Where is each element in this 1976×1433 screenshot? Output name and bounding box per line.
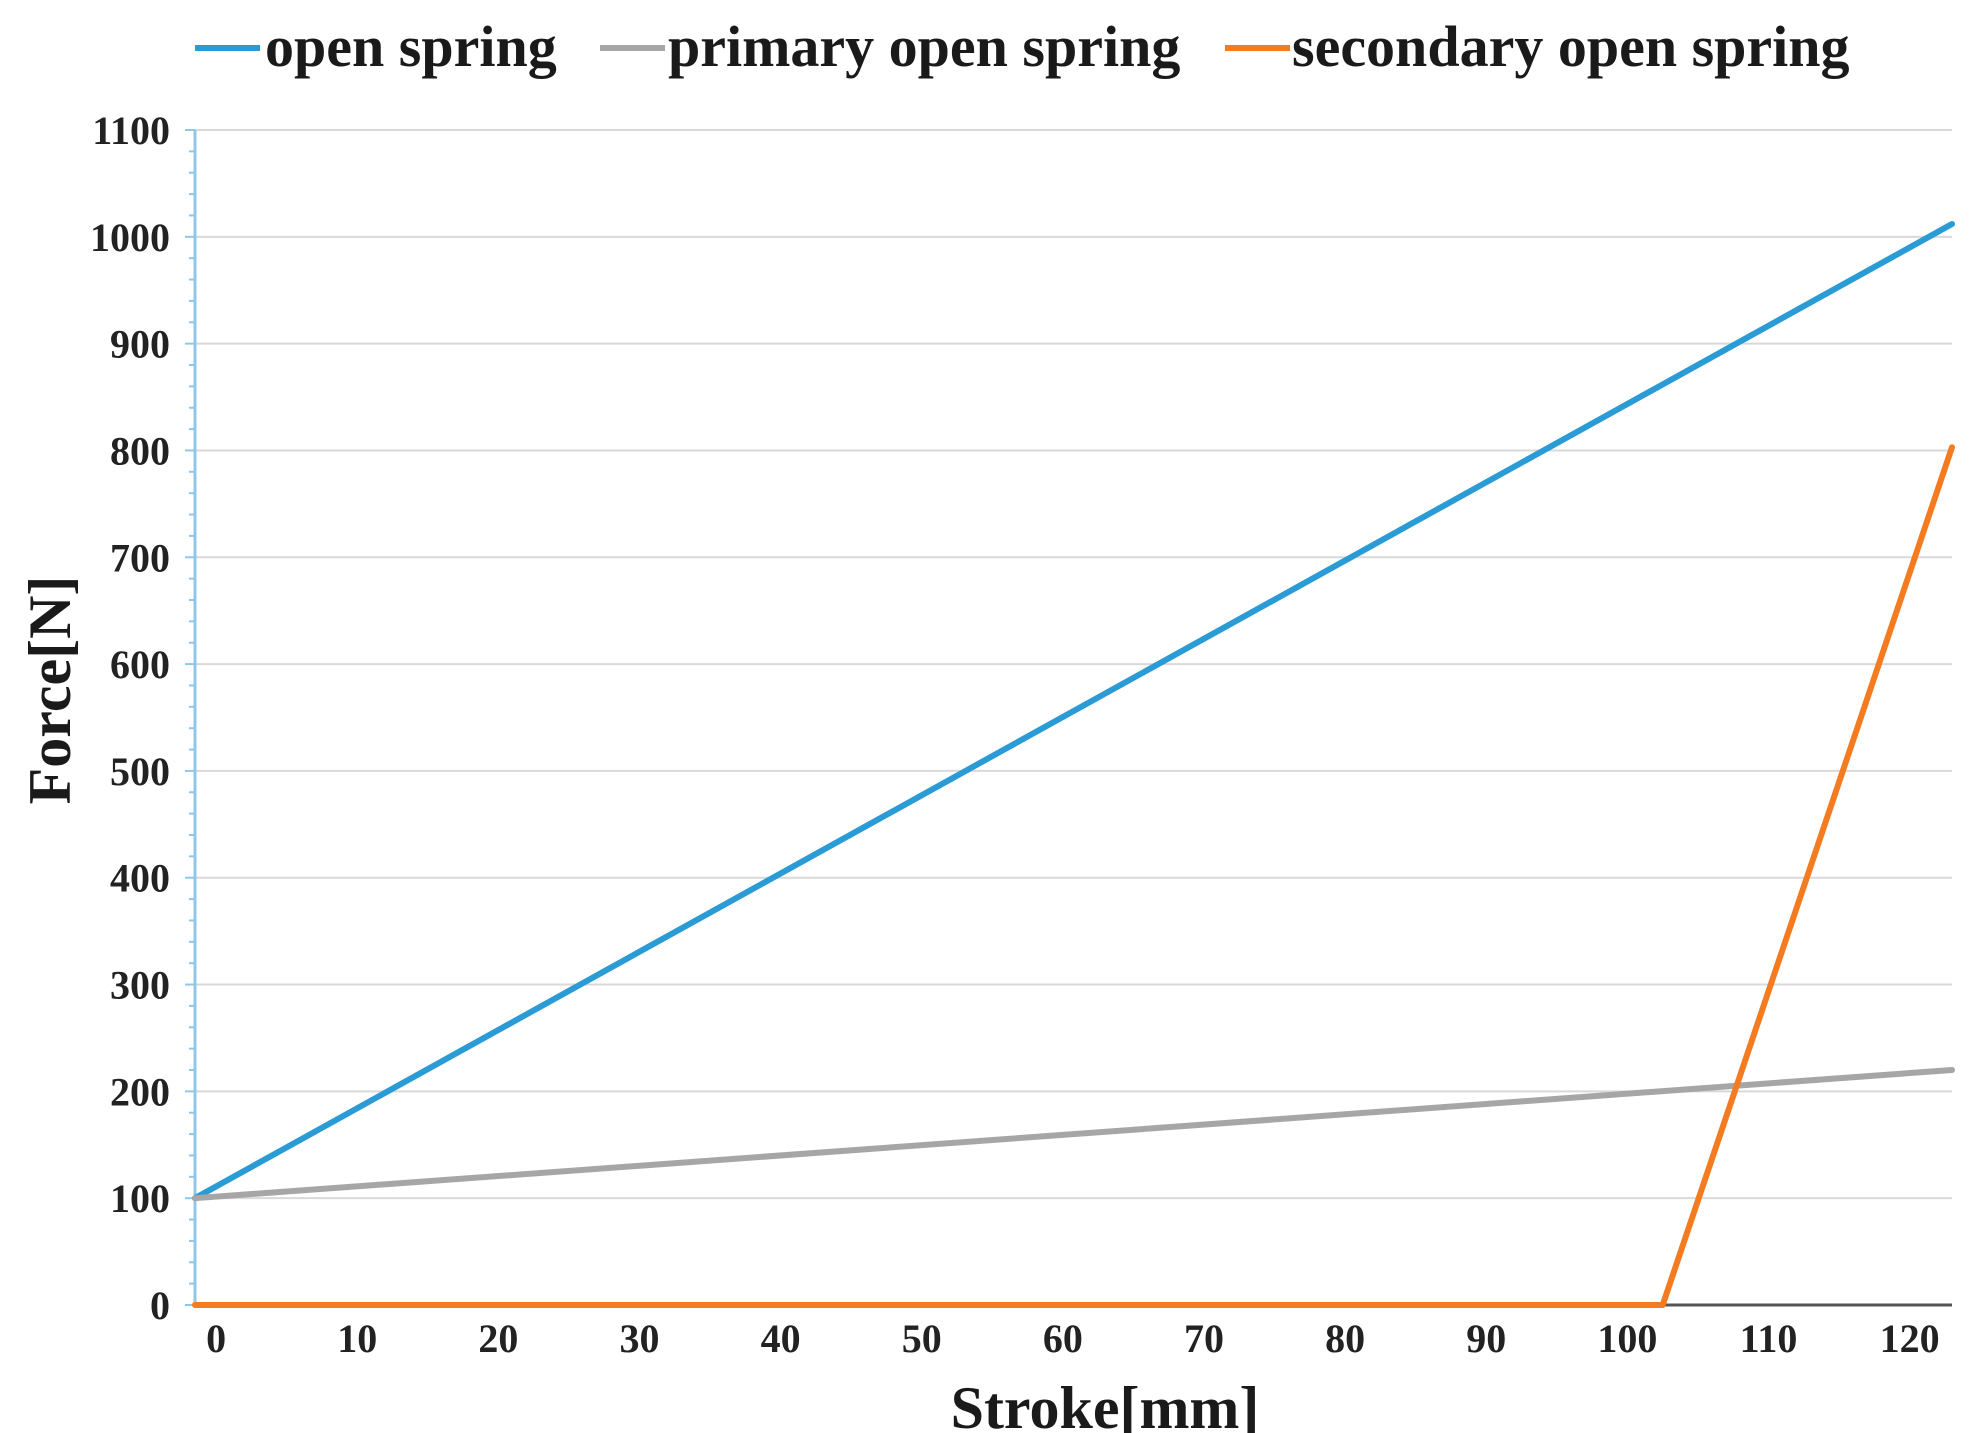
y-tick-label: 100 bbox=[110, 1176, 170, 1221]
series-line bbox=[192, 221, 1955, 1202]
x-tick-label: 80 bbox=[1325, 1316, 1365, 1361]
x-tick-label: 50 bbox=[902, 1316, 942, 1361]
y-tick-label: 600 bbox=[110, 642, 170, 687]
x-tick-label: 100 bbox=[1597, 1316, 1657, 1361]
x-tick-label: 40 bbox=[761, 1316, 801, 1361]
y-tick-label: 200 bbox=[110, 1069, 170, 1114]
x-tick-label: 110 bbox=[1740, 1316, 1798, 1361]
x-tick-label: 120 bbox=[1880, 1316, 1940, 1361]
x-axis-ticks: 0 10 20 30 40 50 60 70 80 90 100 110 120 bbox=[206, 1316, 1939, 1361]
series-lines bbox=[192, 221, 1955, 1308]
x-tick-label: 20 bbox=[478, 1316, 518, 1361]
axes bbox=[185, 129, 1952, 1307]
y-tick-label: 400 bbox=[110, 856, 170, 901]
y-tick-label: 0 bbox=[150, 1283, 170, 1328]
y-tick-label: 1000 bbox=[90, 215, 170, 260]
x-tick-label: 0 bbox=[206, 1316, 226, 1361]
legend: open spring primary open spring secondary … bbox=[195, 14, 1850, 79]
x-tick-label: 30 bbox=[620, 1316, 660, 1361]
series-line bbox=[192, 444, 1955, 1308]
legend-label: open spring bbox=[265, 14, 557, 79]
y-tick-label: 700 bbox=[110, 535, 170, 580]
legend-label: secondary open spring bbox=[1292, 14, 1850, 79]
y-tick-label: 300 bbox=[110, 963, 170, 1008]
series-line bbox=[192, 1067, 1955, 1202]
x-tick-label: 90 bbox=[1466, 1316, 1506, 1361]
y-axis-ticks: 0 100 200 300 400 500 600 700 800 900 1000 1100 bbox=[90, 108, 170, 1328]
x-tick-label: 60 bbox=[1043, 1316, 1083, 1361]
y-tick-label: 1100 bbox=[92, 108, 170, 153]
y-tick-label: 900 bbox=[110, 322, 170, 367]
x-axis-title: Stroke[mm] bbox=[951, 1375, 1260, 1433]
y-axis-title: Force[N] bbox=[17, 576, 83, 805]
y-tick-label: 500 bbox=[110, 749, 170, 794]
x-tick-label: 70 bbox=[1184, 1316, 1224, 1361]
x-tick-label: 10 bbox=[337, 1316, 377, 1361]
y-tick-label: 800 bbox=[110, 428, 170, 473]
legend-label: primary open spring bbox=[668, 14, 1180, 79]
gridlines bbox=[195, 129, 1952, 1200]
